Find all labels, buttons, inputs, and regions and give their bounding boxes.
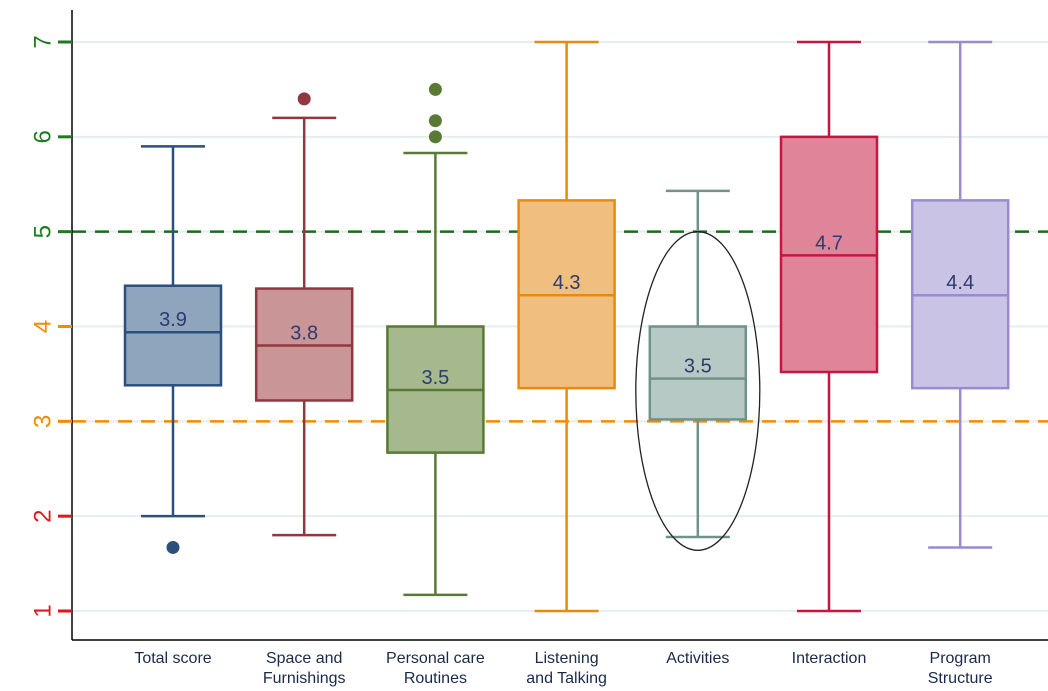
box-interaction: 4.7	[779, 40, 879, 613]
x-tick-label: Furnishings	[263, 670, 346, 687]
box-space-and-furnishings: 3.8	[254, 92, 354, 537]
median-label: 4.7	[815, 232, 843, 254]
x-tick-label: Program	[930, 650, 991, 667]
axes	[58, 10, 1048, 641]
y-tick-label: 2	[30, 509, 57, 522]
y-tick-label: 5	[30, 225, 57, 238]
outlier-point	[428, 130, 442, 144]
tick-labels: 1 2 3 4 5 6 7 Total score Space and Furnishings Pe…	[30, 35, 993, 687]
x-tick-label: Listening	[535, 650, 599, 667]
box-listening-and-talking: 4.3	[517, 40, 616, 613]
outlier-point	[428, 82, 442, 96]
y-tick-label: 6	[30, 130, 57, 143]
median-label: 3.8	[290, 322, 318, 344]
box-activities: 3.5	[648, 189, 748, 539]
x-tick-label: Routines	[404, 670, 467, 687]
highlight-ellipse-shape	[635, 231, 761, 551]
iqr-box	[123, 284, 223, 387]
x-tick-label: and Talking	[526, 670, 607, 687]
x-tick-label: Structure	[928, 670, 993, 687]
box-program-structure: 4.4	[910, 40, 1010, 549]
box-total-score: 3.9	[123, 145, 223, 554]
median-label: 4.3	[553, 272, 581, 294]
x-tick-label: Personal care	[386, 650, 485, 667]
x-tick-label: Activities	[666, 650, 729, 667]
outlier-point	[428, 114, 442, 128]
median-label: 4.4	[946, 272, 974, 294]
box-personal-care-routines: 3.5	[386, 82, 485, 597]
median-label: 3.5	[684, 356, 712, 378]
median-label: 3.5	[421, 367, 449, 389]
outlier-point	[166, 540, 180, 554]
x-tick-label: Space and	[266, 650, 343, 667]
y-tick-label: 4	[30, 320, 57, 333]
highlight-ellipse	[635, 231, 761, 551]
x-tick-label: Interaction	[792, 650, 867, 667]
y-tick-label: 3	[30, 415, 57, 428]
x-tick-label: Total score	[134, 650, 211, 667]
outlier-point	[297, 92, 311, 106]
y-tick-label: 7	[30, 35, 57, 48]
boxes: 3.9 3.8 3.5 4.3 3.5 4.7 4.4	[123, 40, 1010, 613]
median-label: 3.9	[159, 309, 187, 331]
iqr-box	[648, 325, 748, 421]
y-tick-label: 1	[30, 604, 57, 617]
